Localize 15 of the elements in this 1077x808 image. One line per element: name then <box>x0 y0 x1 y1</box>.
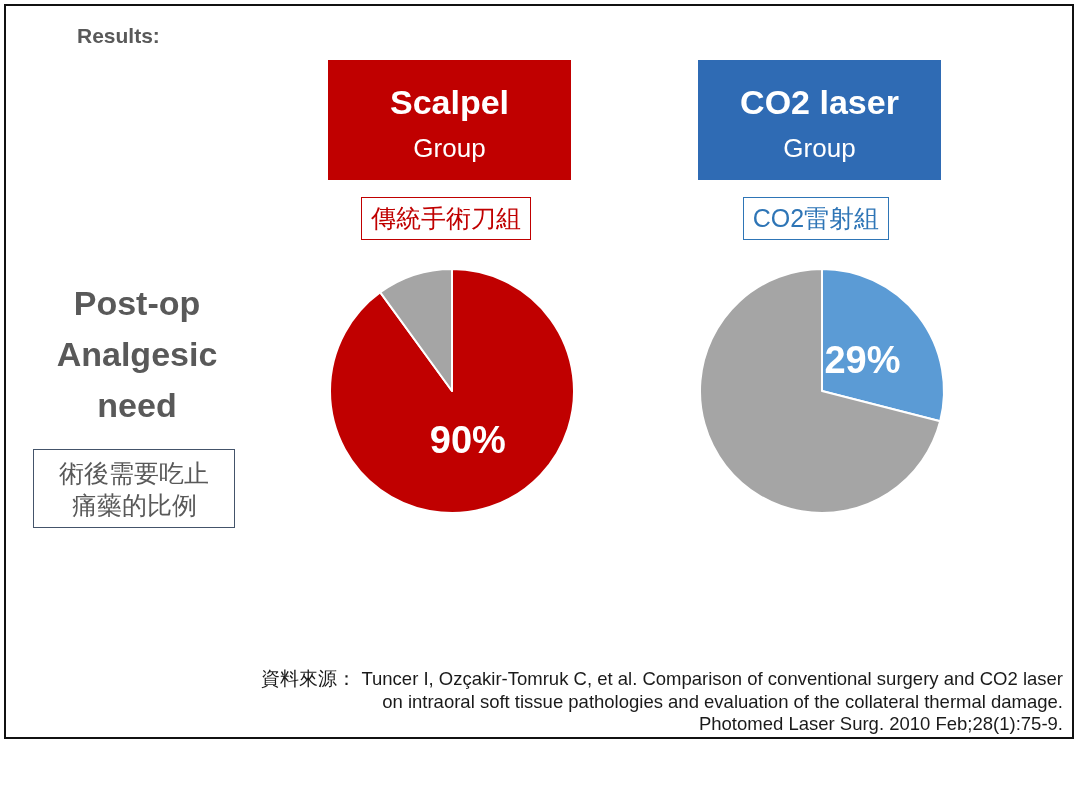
data-label: 90% <box>429 418 506 461</box>
source-note: 資料來源： Tuncer I, Ozçakir-Tomruk C, et al. Comparison of conventional surgery and CO2 laser on intraoral soft tissue pathologies and evaluation of the collateral thermal damage. <box>260 668 1063 713</box>
text: CO2雷射組 <box>742 197 890 240</box>
pie-slice <box>329 268 575 514</box>
text: 傳統手術刀組 <box>361 197 531 240</box>
data-label: 29% <box>824 338 901 381</box>
text: Results: <box>77 24 160 48</box>
chart-subtitle: Group <box>782 132 857 164</box>
text: Photomed Laser Surg. 2010 Feb;28(1):75-9. <box>697 713 1063 736</box>
text: Post-op Analgesic need <box>55 283 219 426</box>
chart-title: Scalpel <box>388 82 511 122</box>
chart-title: CO2 laser <box>739 82 900 122</box>
text: 術後需要吃止痛藥的比例 <box>58 458 210 521</box>
chart-subtitle: Group <box>412 132 487 164</box>
pie-slice <box>699 268 942 514</box>
